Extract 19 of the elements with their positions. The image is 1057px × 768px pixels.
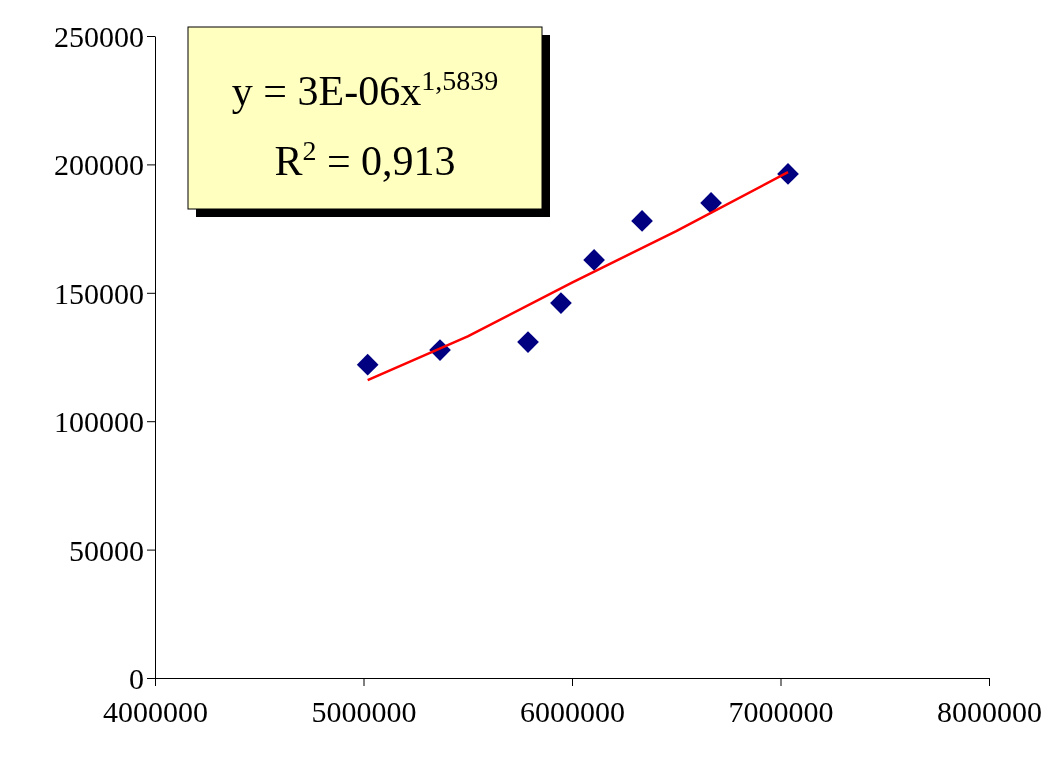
- y-tick-label: 150000: [54, 276, 144, 310]
- point: [517, 331, 539, 353]
- y-tick-label: 200000: [54, 148, 144, 182]
- x-tick-label: 4000000: [103, 695, 208, 728]
- x-tick-label: 5000000: [311, 695, 417, 728]
- x-tick-label: 6000000: [520, 695, 625, 728]
- y-tick-label: 100000: [54, 405, 144, 439]
- x-tick-label: 8000000: [937, 695, 1042, 728]
- annotation: y = 3E-06x$^{1,5839}$: [231, 64, 499, 114]
- y-tick-label: 250000: [54, 20, 144, 53]
- point: [583, 249, 605, 271]
- point: [550, 292, 572, 314]
- point: [700, 192, 722, 214]
- y-tick-label: 50000: [69, 533, 144, 567]
- point: [356, 353, 379, 376]
- x-tick-label: 7000000: [728, 695, 834, 728]
- point: [631, 210, 653, 232]
- y-tick-label: 0: [129, 662, 144, 695]
- annotation: R$^{2}$ = 0,913: [274, 134, 456, 184]
